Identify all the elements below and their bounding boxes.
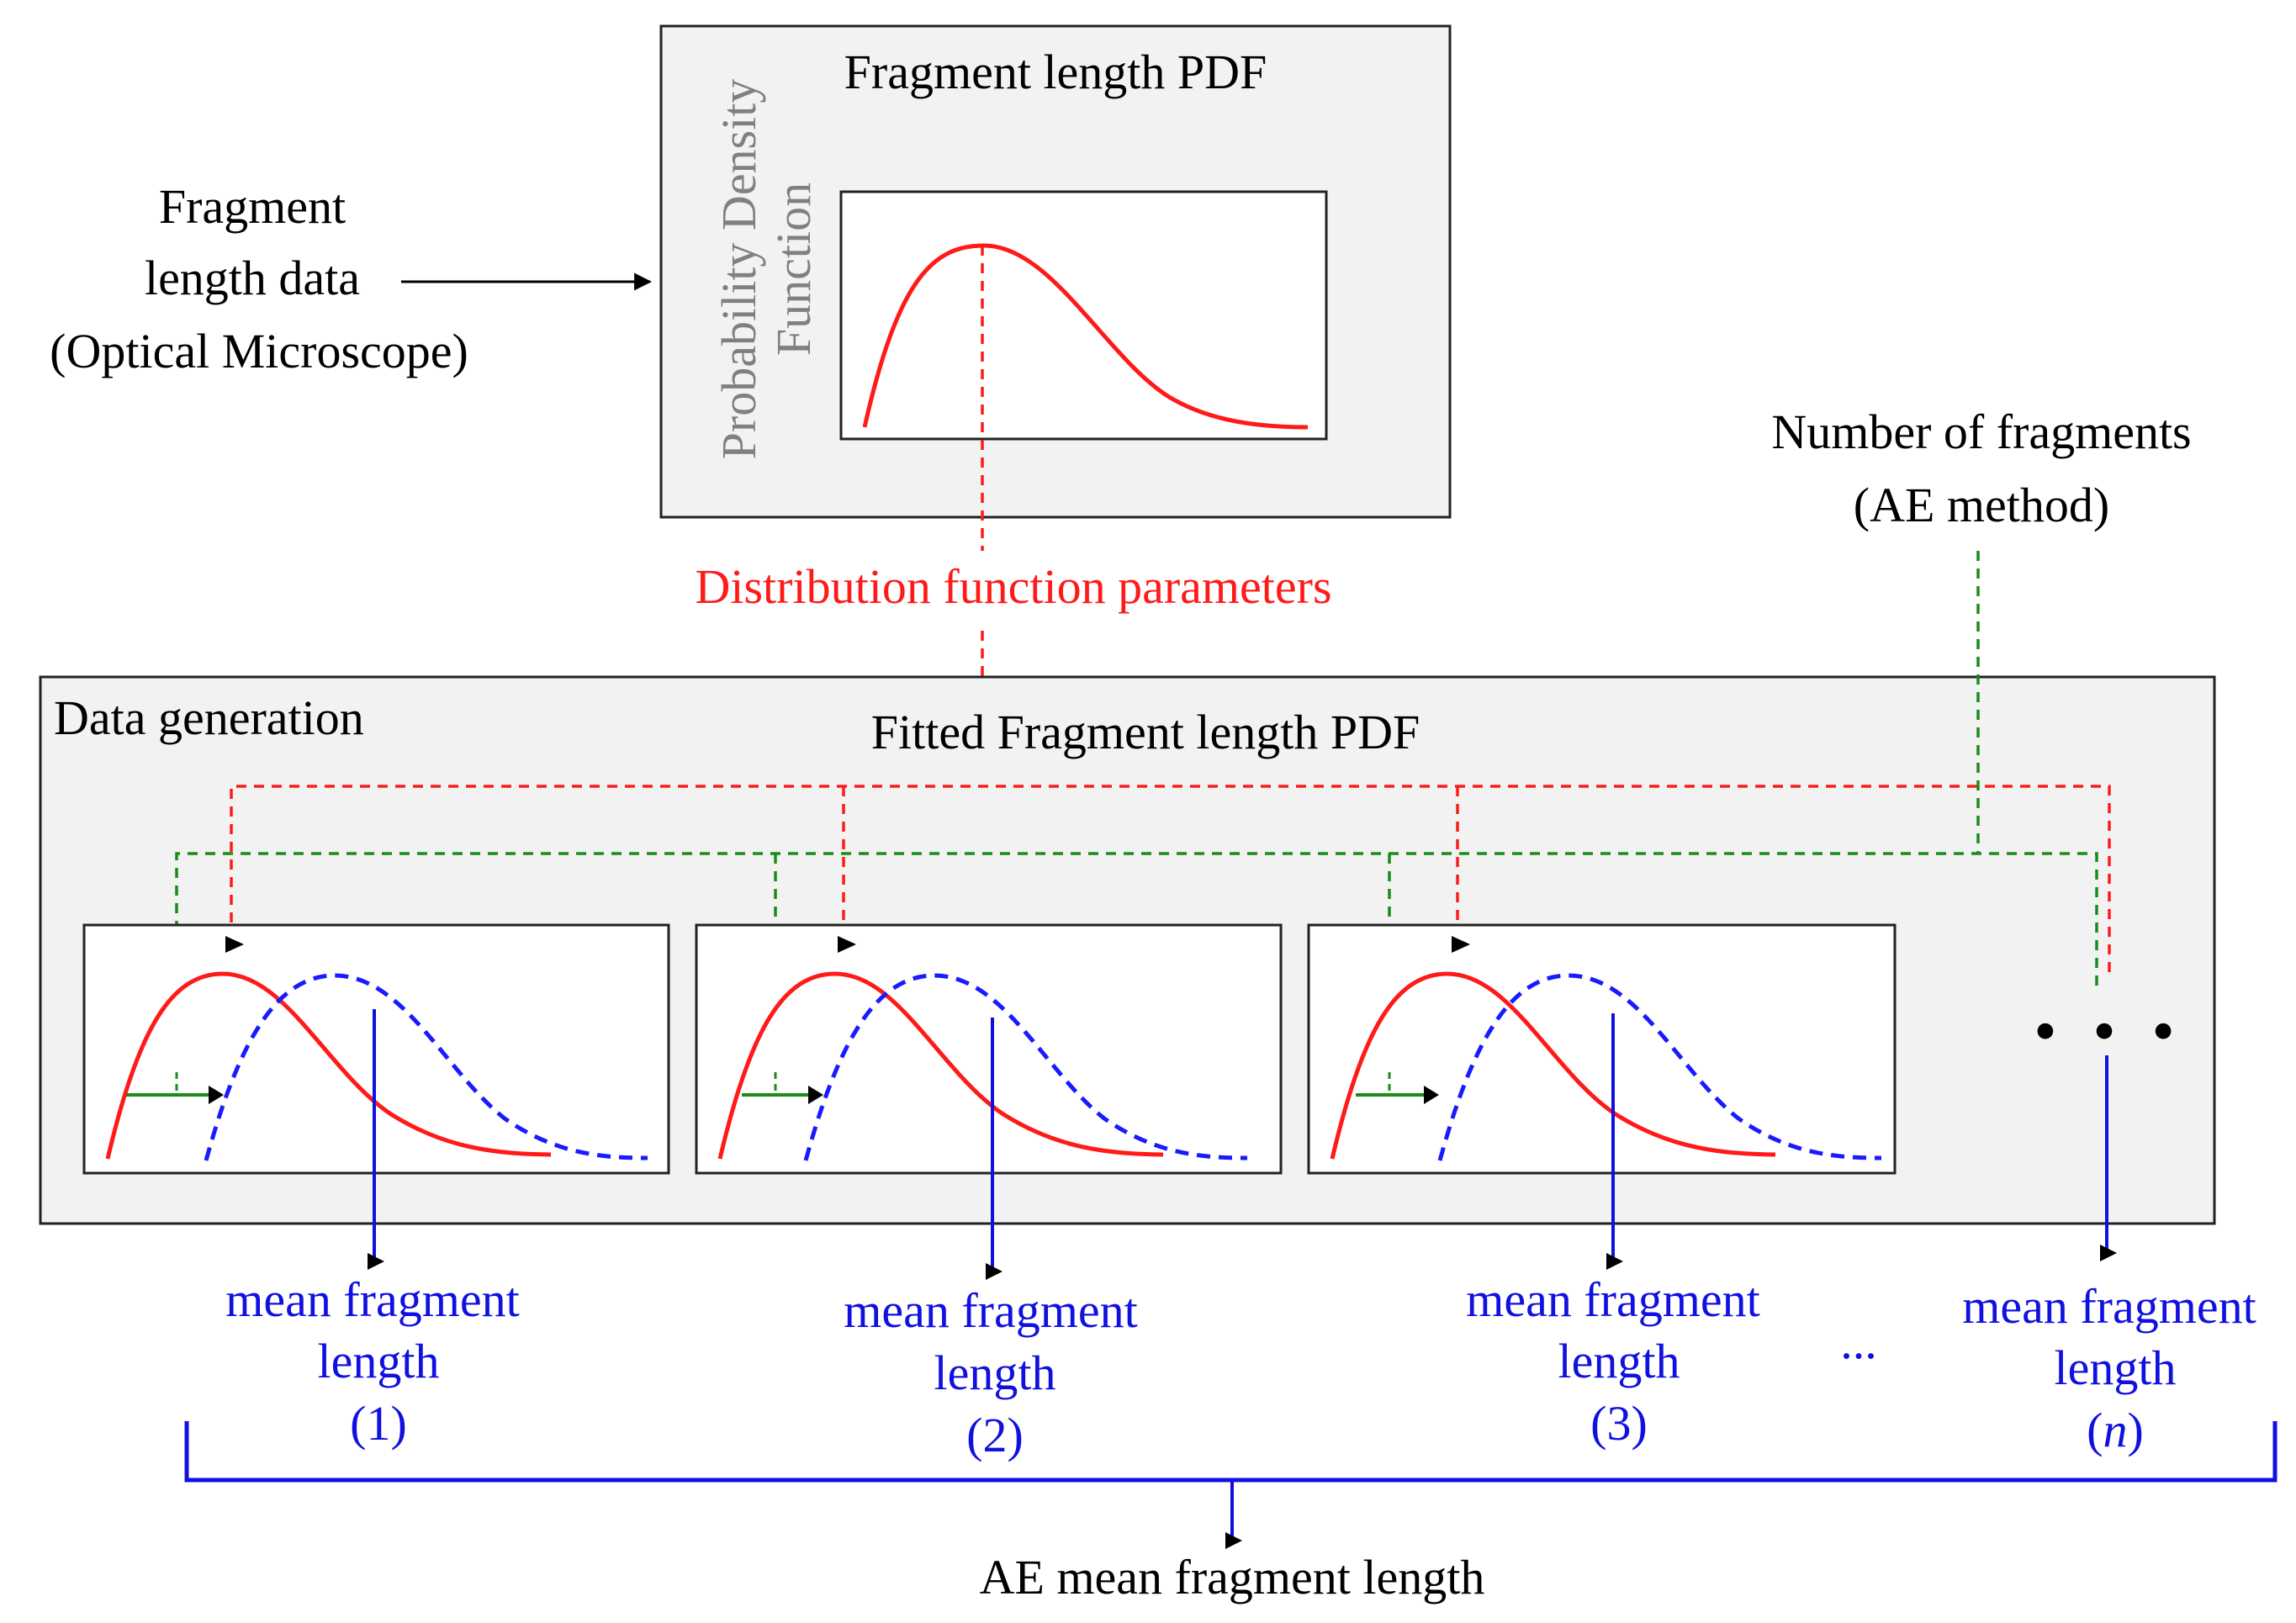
svg-text:(2): (2) [966,1408,1024,1462]
sample-panel-1 [82,923,670,1175]
input-label-line3: (Optical Microscope) [50,324,468,378]
svg-text:(3): (3) [1590,1396,1648,1451]
sample-pdf-curve-2 [717,971,1164,1160]
shifted-pdf-curve-2 [803,973,1248,1161]
output-1-line2: length [318,1334,440,1388]
output-1-index: 1 [367,1396,391,1451]
output-1: mean fragment length (1) [225,1272,519,1451]
input-label-line2: length data [145,251,360,305]
sample-pdf-curve-1 [105,971,552,1160]
output-2: mean fragment length (2) [844,1283,1137,1462]
count-label-line1: Number of fragments [1771,404,2191,459]
output-bracket [184,1421,2277,1483]
output-3-line2: length [1558,1334,1680,1388]
sample-panel-2 [695,923,1283,1175]
output-n-index: n [2103,1403,2128,1457]
output-3: mean fragment length (3) [1466,1272,1759,1451]
output-n-close: ) [2128,1403,2144,1457]
output-1-close: ) [391,1396,407,1451]
count-label-line2: (AE method) [1854,478,2109,532]
input-label-line1: Fragment [159,179,346,234]
output-3-line1: mean fragment [1466,1272,1759,1327]
data-generation-label: Data generation [54,690,364,745]
output-2-open: ( [966,1408,982,1462]
top-pdf-curve [862,243,1309,430]
shifted-pdf-curve-3 [1437,973,1882,1161]
output-2-index: 2 [983,1408,1008,1462]
output-n: mean fragment length (n) [1962,1279,2256,1457]
mean-arrowheads [368,1245,2117,1280]
svg-text:(1): (1) [350,1396,407,1451]
top-pdf-ylabel-line2: Function [766,182,821,356]
output-3-index: 3 [1607,1396,1632,1451]
data-generation-subtitle: Fitted Fragment length PDF [871,705,1420,759]
final-output-label: AE mean fragment length [980,1550,1485,1604]
output-2-close: ) [1008,1408,1024,1462]
parameter-distribution-lines [230,785,2111,980]
top-panel-title: Fragment length PDF [844,45,1267,99]
output-n-open: ( [2087,1403,2103,1457]
output-n-line1: mean fragment [1962,1279,2256,1334]
sample-pdf-curve-3 [1330,971,1776,1160]
shifted-pdf-curve-1 [204,973,648,1161]
top-pdf-ylabel-line1: Probability Density [712,79,766,460]
output-1-line1: mean fragment [225,1272,519,1327]
mean-lines [373,1009,2108,1271]
continuation-dots: • • • [2029,1002,2184,1065]
output-3-close: ) [1632,1396,1648,1451]
parameters-label: Distribution function parameters [695,559,1331,614]
outputs-ellipsis: ... [1840,1314,1877,1369]
output-n-line2: length [2055,1340,2177,1395]
output-1-open: ( [350,1396,366,1451]
output-3-open: ( [1590,1396,1606,1451]
output-2-line1: mean fragment [844,1283,1137,1338]
output-2-line2: length [934,1345,1056,1400]
sample-panel-3 [1307,923,1897,1175]
svg-text:(n): (n) [2087,1403,2144,1457]
bracket-arrowhead [1225,1532,1242,1549]
